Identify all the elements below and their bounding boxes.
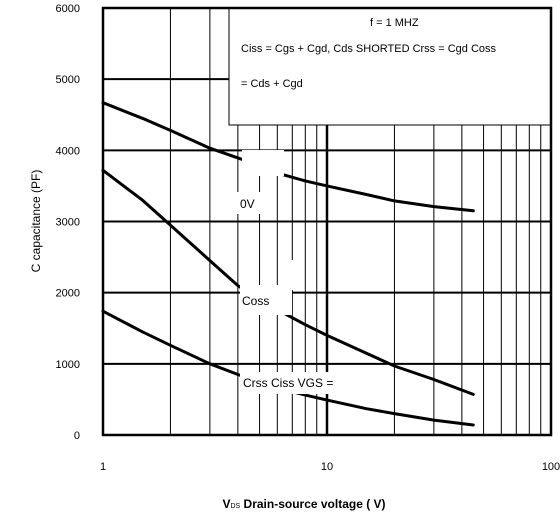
y-tick-label: 4000 — [56, 145, 80, 157]
x-tick-label: 1 — [100, 461, 106, 473]
tick-labels: 0 1000 2000 3000 4000 5000 6000 1 10 100 — [56, 3, 560, 473]
x-axis-title: VDS Drain-source voltage ( V) — [222, 497, 385, 511]
y-tick-label: 6000 — [56, 3, 80, 15]
label-masks — [237, 150, 365, 394]
y-tick-label: 3000 — [56, 217, 80, 229]
label-gap — [284, 260, 298, 290]
label-gap — [242, 150, 284, 176]
series-line-1 — [101, 101, 475, 213]
note-line-1: f = 1 MHZ — [370, 17, 419, 29]
series-line-3 — [101, 309, 475, 427]
x-tick-label: 10 — [321, 461, 333, 473]
y-tick-label: 1000 — [56, 359, 80, 371]
label-gap — [240, 372, 365, 394]
label-0v: 0V — [240, 197, 255, 211]
label-gap — [237, 192, 265, 214]
y-tick-label: 5000 — [56, 74, 80, 86]
label-crss-ciss-vgs: Crss Ciss VGS = — [243, 376, 333, 390]
plot-frame — [101, 6, 553, 437]
x-tick-label: 100 — [542, 461, 560, 473]
note-box — [228, 7, 552, 126]
label-coss: Coss — [242, 294, 269, 308]
x-axis-title-main: Drain-source voltage ( V) — [240, 497, 385, 511]
y-axis-title: C capacitance (PF) — [29, 170, 43, 273]
y-tick-label: 2000 — [56, 288, 80, 300]
note-line-2: Ciss = Cgs + Cgd, Cds SHORTED Crss = Cgd… — [241, 43, 497, 55]
note-line-3: = Cds + Cgd — [241, 78, 303, 90]
x-axis-title-prefix: V — [222, 497, 230, 511]
x-axis-title-sub: DS — [230, 503, 240, 510]
label-gap — [240, 285, 292, 315]
y-tick-label: 0 — [74, 430, 80, 442]
